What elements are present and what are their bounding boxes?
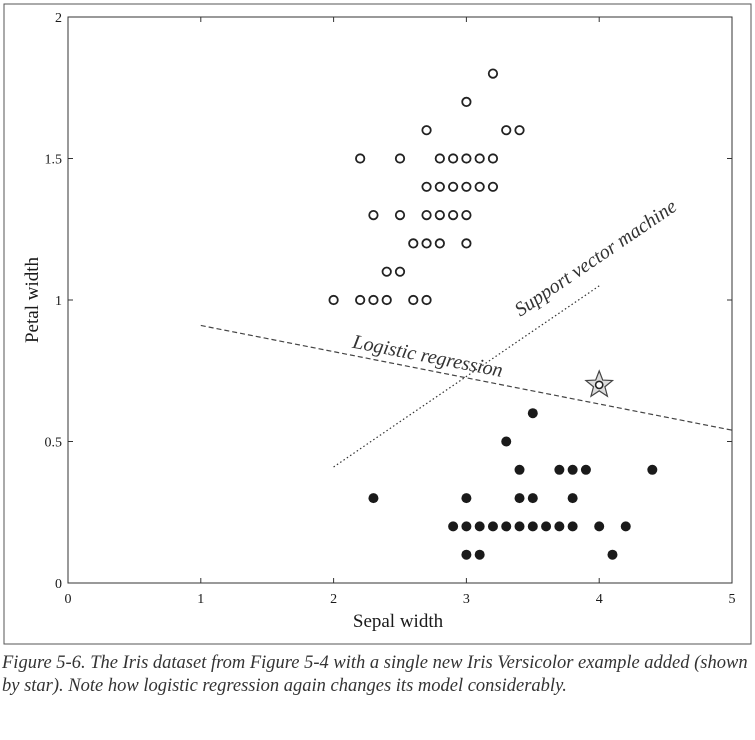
x-tick-label: 2 — [330, 592, 337, 607]
filled-circle-point — [474, 521, 485, 532]
plot-area — [67, 16, 733, 584]
open-circle-point — [487, 181, 499, 192]
open-circle-point — [381, 294, 392, 306]
open-circle-point — [421, 238, 432, 249]
open-circle-point — [394, 266, 406, 277]
open-circle-point — [368, 210, 379, 221]
open-circle-point — [421, 181, 432, 192]
logistic-regression-line-label: Logistic regression — [350, 331, 505, 382]
x-tick-label: 1 — [197, 592, 204, 607]
open-circle-point — [381, 266, 392, 277]
open-circle-point — [474, 181, 485, 192]
open-circle-point — [448, 210, 459, 221]
figure-caption: Figure 5-6. The Iris dataset from Figure… — [2, 653, 748, 696]
x-tick-label: 5 — [729, 592, 736, 607]
open-circle-point — [461, 210, 472, 221]
filled-circle-point — [368, 493, 379, 504]
x-axis-title: Sepal width — [353, 611, 444, 632]
open-circle-point — [434, 210, 445, 221]
filled-circle-point — [514, 493, 525, 504]
x-tick-label: 0 — [65, 592, 72, 607]
y-tick-label: 1 — [55, 294, 62, 309]
filled-circle-point — [620, 521, 631, 532]
y-tick-label: 0 — [55, 577, 62, 592]
filled-circle-point — [567, 493, 578, 504]
filled-circle-point — [594, 521, 605, 532]
scatter-chart: 0 1 2 3 4 5 0 0.5 1 1.5 2 Logistic regressionSuppo… — [3, 3, 752, 645]
filled-circle-point — [527, 521, 538, 532]
y-tick-label: 0.5 — [45, 436, 63, 451]
filled-circle-point — [527, 493, 538, 504]
open-circle-point — [421, 294, 432, 306]
x-tick-label: 3 — [463, 592, 470, 607]
x-tick-label: 4 — [596, 592, 603, 607]
open-circle-point — [461, 96, 472, 108]
filled-circle-point — [514, 521, 525, 532]
open-circle-point — [448, 153, 459, 164]
open-circle-point — [394, 153, 406, 164]
open-circle-point — [461, 181, 472, 192]
filled-circle-point — [607, 549, 618, 560]
open-circle-point — [461, 238, 472, 249]
filled-circle-point — [461, 521, 472, 532]
open-circle-point — [408, 294, 419, 306]
open-circle-point — [328, 294, 339, 306]
filled-circle-point — [554, 464, 565, 475]
filled-circle-point — [554, 521, 565, 532]
star-point — [594, 380, 604, 390]
figure-border — [3, 3, 752, 645]
open-circle-point — [408, 238, 419, 249]
open-circle-point — [355, 153, 366, 164]
svm-line-label: Support vector machine — [511, 195, 681, 321]
filled-circle-point — [461, 549, 472, 560]
filled-circle-point — [487, 521, 498, 532]
filled-circle-point — [501, 436, 512, 447]
filled-circle-point — [567, 521, 578, 532]
filled-circle-point — [580, 464, 591, 475]
y-tick-label: 2 — [55, 11, 62, 26]
data-points — [328, 68, 658, 560]
axis-ticks: 0 1 2 3 4 5 0 0.5 1 1.5 2 — [45, 11, 736, 607]
open-circle-point — [394, 210, 406, 221]
filled-circle-point — [647, 464, 658, 475]
open-circle-point — [487, 68, 499, 79]
open-circle-point — [448, 181, 459, 192]
filled-circle-point — [501, 521, 512, 532]
open-circle-point — [501, 125, 512, 136]
open-circle-point — [368, 294, 379, 306]
filled-circle-point — [527, 408, 538, 419]
open-circle-point — [421, 210, 432, 221]
open-circle-point — [434, 181, 445, 192]
open-circle-point — [514, 125, 525, 136]
open-circle-point — [487, 153, 499, 164]
open-circle-point — [434, 238, 445, 249]
filled-circle-point — [448, 521, 459, 532]
filled-circle-point — [541, 521, 552, 532]
filled-circle-point — [474, 549, 485, 560]
open-circle-point — [421, 125, 432, 136]
open-circle-point — [474, 153, 485, 164]
open-circle-point — [434, 153, 445, 164]
svm-line — [333, 285, 600, 468]
open-circle-point — [461, 153, 472, 164]
y-axis-title: Petal width — [22, 256, 43, 343]
open-circle-point — [355, 294, 366, 306]
y-tick-label: 1.5 — [45, 153, 63, 168]
logistic-regression-line — [200, 324, 733, 431]
filled-circle-point — [461, 493, 472, 504]
filled-circle-point — [514, 464, 525, 475]
filled-circle-point — [567, 464, 578, 475]
